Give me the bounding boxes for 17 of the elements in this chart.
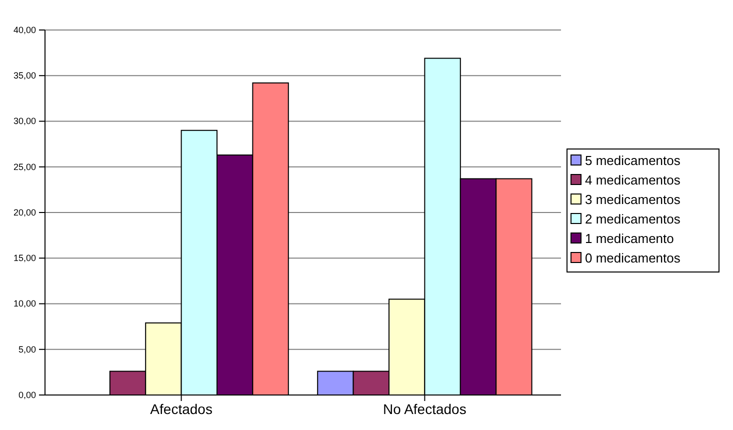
legend-label: 1 medicamento (585, 231, 674, 246)
x-tick-label: Afectados (150, 400, 212, 417)
y-tick-label: 10,00 (13, 298, 36, 309)
legend-label: 0 medicamentos (585, 250, 681, 266)
legend-label: 2 medicamentos (585, 212, 681, 226)
y-tick-label: 40,00 (13, 24, 36, 35)
x-tick-label: No Afectados (383, 400, 466, 417)
y-tick-label: 5,00 (18, 344, 36, 354)
legend-label: 3 medicamentos (585, 192, 681, 207)
y-tick-label: 35,00 (13, 70, 36, 81)
y-tick-label: 15,00 (13, 253, 36, 264)
y-tick-label: 20,00 (13, 207, 36, 218)
y-tick-label: 25,00 (13, 162, 36, 172)
y-tick-label: 30,00 (13, 116, 36, 126)
legend-label: 5 medicamentos (585, 153, 681, 168)
legend-label: 4 medicamentos (585, 172, 681, 188)
y-tick-label: 0,00 (18, 390, 36, 400)
